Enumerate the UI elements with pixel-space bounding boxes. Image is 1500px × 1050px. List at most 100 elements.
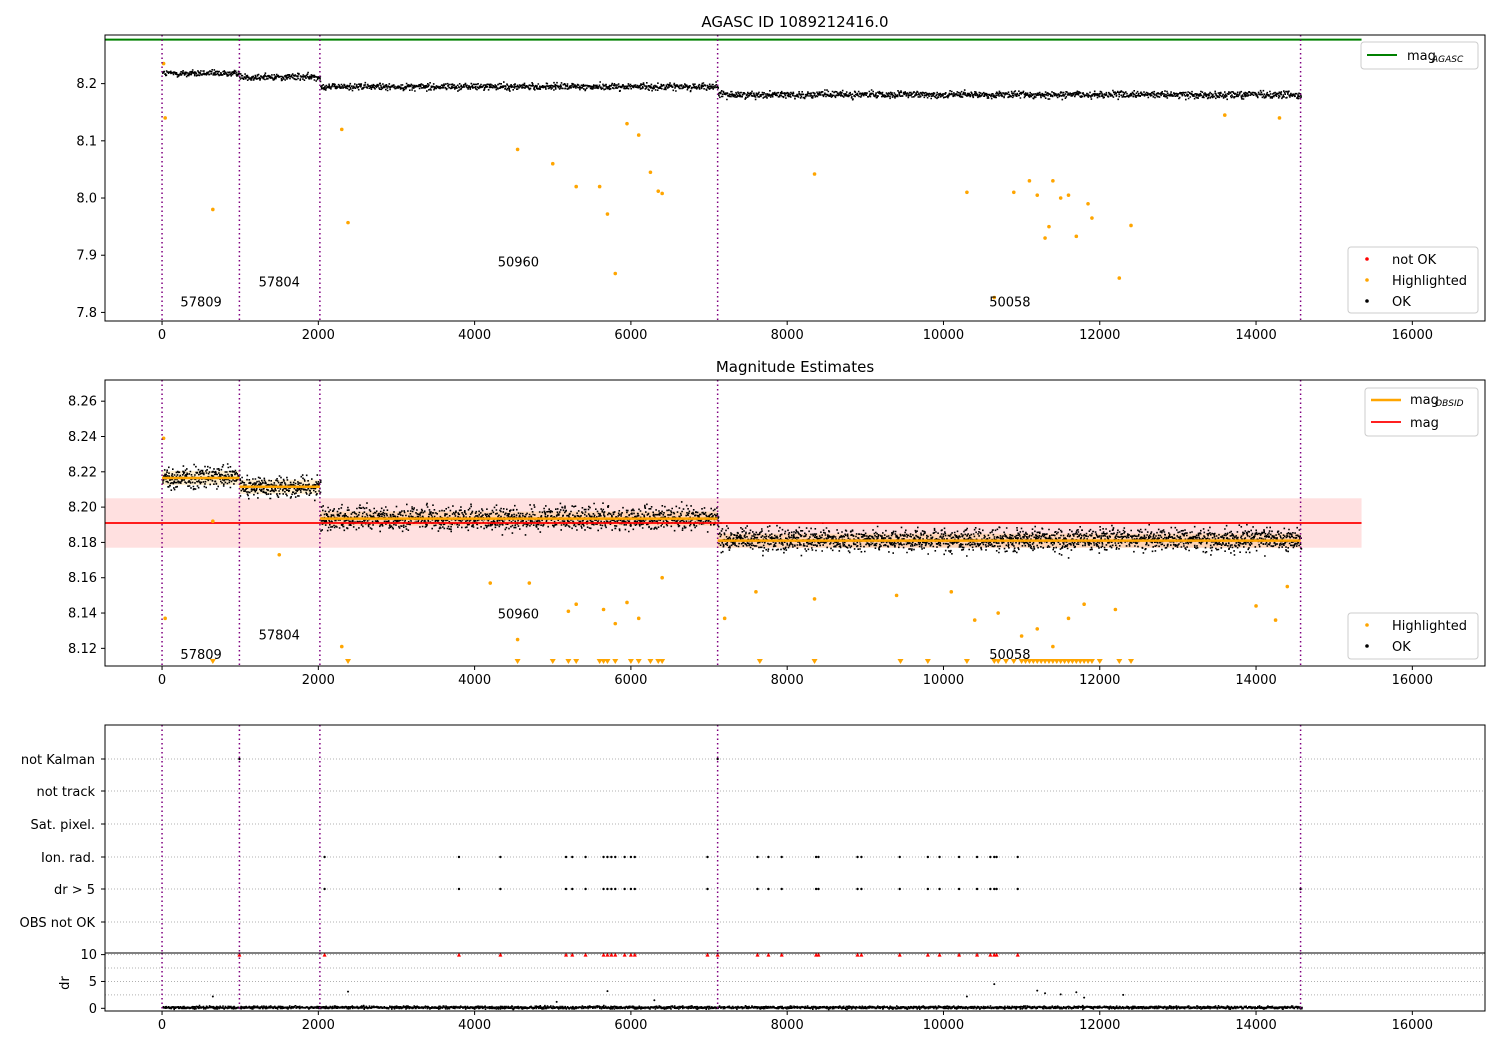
flag-point — [898, 887, 901, 891]
clipped-highlight-marker — [1030, 659, 1037, 664]
clipped-highlight-marker — [1088, 659, 1095, 664]
dr-clipped-marker — [988, 952, 993, 957]
legend-label-mag-agasc: mag — [1407, 49, 1436, 64]
flag-point — [938, 887, 941, 891]
legend-label: OK — [1392, 640, 1411, 655]
highlighted-point — [527, 581, 532, 585]
x-tick-label: 14000 — [1235, 328, 1276, 343]
flag-point — [975, 887, 979, 891]
flag-point — [323, 887, 326, 891]
y-tick-label: 10 — [80, 948, 97, 963]
highlighted-point — [965, 190, 969, 195]
flag-point — [975, 855, 979, 859]
clipped-highlight-marker — [991, 659, 998, 664]
legend-subscript: AGASC — [1431, 55, 1464, 65]
highlighted-point — [1273, 618, 1278, 622]
flag-point — [606, 855, 609, 859]
flag-point — [602, 855, 605, 859]
x-tick-label: 16000 — [1392, 673, 1433, 688]
flag-point — [767, 855, 770, 859]
flag-row-label: dr > 5 — [54, 883, 95, 898]
x-tick-label: 6000 — [614, 328, 647, 343]
flag-point — [623, 887, 626, 891]
flag-point — [610, 887, 613, 891]
x-tick-label: 4000 — [458, 673, 491, 688]
clipped-highlight-marker — [604, 659, 611, 664]
flag-point — [938, 855, 941, 859]
highlighted-point — [550, 161, 555, 166]
x-tick-label: 10000 — [923, 1018, 964, 1033]
clipped-highlight-marker — [209, 659, 216, 664]
flag-point — [706, 855, 709, 859]
dr-outlier — [1122, 993, 1125, 996]
y-tick-label: 0 — [89, 1002, 97, 1017]
clipped-highlight-marker — [1026, 659, 1033, 664]
highlighted-point — [660, 191, 664, 196]
clipped-highlight-marker — [635, 659, 642, 664]
clipped-highlight-marker — [1096, 659, 1103, 664]
dr-outlier — [555, 1000, 558, 1003]
dr-outlier — [1075, 991, 1078, 994]
dr-outlier — [965, 995, 968, 998]
clipped-highlight-marker — [1081, 659, 1088, 664]
highlighted-point — [1082, 602, 1086, 607]
flag-point — [957, 887, 961, 891]
dr-panel: 0 2000 4000 6000 8000 10000 12000 14000 16000 0 5 1… — [80, 948, 1486, 1033]
legend-marker — [1365, 278, 1369, 282]
clipped-highlight-marker — [1128, 659, 1135, 664]
flag-point — [767, 887, 770, 891]
legend-label: not OK — [1392, 253, 1437, 268]
y-tick-label: 8.16 — [68, 571, 97, 586]
highlighted-point — [1074, 234, 1079, 239]
y-tick-label: 8.26 — [68, 395, 97, 410]
highlighted-point — [574, 602, 579, 607]
clipped-highlight-marker — [647, 659, 654, 664]
figure-title: AGASC ID 1089212416.0 — [701, 13, 888, 31]
legend-label: Highlighted — [1392, 619, 1467, 634]
flag-point — [584, 887, 587, 891]
flag-point — [238, 757, 241, 761]
y-tick-label: 8.0 — [76, 192, 97, 207]
flag-row-label: OBS not OK — [20, 916, 96, 931]
highlighted-point — [722, 616, 727, 621]
clipped-highlight-marker — [1065, 659, 1072, 664]
dr-clipped-marker — [570, 952, 575, 957]
flag-point — [629, 887, 633, 891]
axes-frame — [104, 34, 1486, 322]
highlighted-point — [601, 607, 606, 612]
obsid-label: 50058 — [989, 648, 1030, 663]
dr-clipped-marker — [705, 952, 710, 957]
dr-clipped-marker — [498, 952, 503, 957]
dr-outlier — [1059, 993, 1062, 996]
flag-point — [926, 855, 930, 859]
flags-panel: not Kalman not track Sat. pixel. Ion. rad. d… — [20, 724, 1486, 954]
highlighted-point — [1117, 276, 1122, 280]
clipped-highlight-marker — [924, 659, 931, 664]
dr-outlier — [1044, 992, 1047, 995]
flag-point — [993, 855, 996, 859]
highlighted-point — [636, 616, 641, 621]
dr-clipped-marker — [601, 952, 606, 957]
flag-point — [756, 855, 759, 859]
highlighted-point — [1285, 584, 1290, 589]
x-tick-label: 2000 — [302, 1018, 335, 1033]
flag-point — [499, 855, 502, 859]
highlighted-point — [812, 172, 817, 176]
highlighted-point — [754, 590, 758, 594]
dr-clipped-marker — [583, 952, 588, 957]
flag-point — [993, 887, 996, 891]
clipped-highlight-marker — [1018, 659, 1025, 664]
flag-point — [780, 855, 783, 859]
highlighted-point — [812, 597, 817, 601]
flag-point — [989, 855, 992, 859]
flag-point — [606, 887, 609, 891]
obsid-label: 57809 — [180, 296, 221, 311]
flag-point — [614, 855, 617, 859]
highlighted-point — [346, 220, 350, 225]
dr-outlier — [211, 995, 214, 998]
dr-outlier — [653, 999, 656, 1002]
flag-point — [898, 855, 901, 859]
y-tick-label: 8.1 — [76, 134, 97, 149]
legend-label: Highlighted — [1392, 274, 1467, 289]
